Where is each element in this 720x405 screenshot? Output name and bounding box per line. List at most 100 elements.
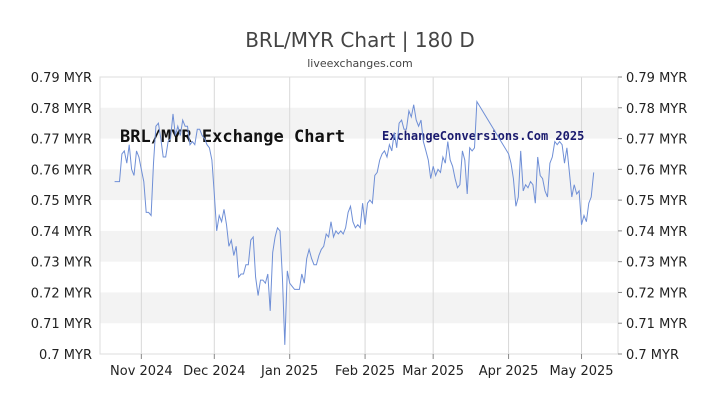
y-tick-label-right: 0.7 MYR (626, 348, 679, 363)
data-point (136, 150, 137, 151)
data-point (355, 227, 356, 228)
data-point (581, 224, 582, 225)
grid-band (100, 230, 618, 262)
data-point (386, 156, 387, 157)
data-point (277, 227, 278, 228)
grid-band (100, 292, 618, 324)
y-tick-label-left: 0.76 MYR (31, 163, 92, 178)
data-point (401, 120, 402, 121)
data-point (163, 156, 164, 157)
data-point (430, 178, 431, 179)
data-point (202, 135, 203, 136)
data-point (306, 258, 307, 259)
data-point (452, 166, 453, 167)
data-point (289, 283, 290, 284)
y-axis-left: 0.79 MYR 0.78 MYR 0.77 MYR 0.76 MYR 0.75 MYR… (31, 71, 92, 363)
data-point (265, 283, 266, 284)
data-point (360, 227, 361, 228)
data-point (223, 209, 224, 210)
data-point (513, 178, 514, 179)
data-point (583, 215, 584, 216)
data-point (382, 153, 383, 154)
data-point (467, 193, 468, 194)
data-point (155, 126, 156, 127)
data-point (425, 150, 426, 151)
data-point (357, 224, 358, 225)
data-point (292, 286, 293, 287)
data-point (464, 160, 465, 161)
y-tick-label-right: 0.74 MYR (626, 225, 687, 240)
data-point (301, 273, 302, 274)
data-point (170, 138, 171, 139)
data-point (326, 233, 327, 234)
y-tick-label-right: 0.76 MYR (626, 163, 687, 178)
data-point (296, 289, 297, 290)
data-point (559, 141, 560, 142)
data-point (126, 163, 127, 164)
data-point (279, 230, 280, 231)
data-point (119, 181, 120, 182)
data-point (552, 156, 553, 157)
data-point (309, 249, 310, 250)
data-point (530, 181, 531, 182)
data-point (330, 221, 331, 222)
data-point (233, 255, 234, 256)
y-tick-label-left: 0.79 MYR (31, 71, 92, 86)
data-point (287, 270, 288, 271)
data-point (255, 277, 256, 278)
data-point (168, 141, 169, 142)
data-point (508, 153, 509, 154)
data-point (216, 230, 217, 231)
data-point (586, 221, 587, 222)
data-point (437, 169, 438, 170)
data-point (146, 212, 147, 213)
data-point (316, 264, 317, 265)
y-tick-label-left: 0.73 MYR (31, 256, 92, 271)
data-point (593, 172, 594, 173)
data-point (272, 252, 273, 253)
data-point (457, 187, 458, 188)
data-point (399, 123, 400, 124)
data-point (340, 230, 341, 231)
data-point (413, 104, 414, 105)
data-point (591, 196, 592, 197)
data-point (394, 132, 395, 133)
data-point (406, 129, 407, 130)
data-point (194, 144, 195, 145)
data-point (423, 141, 424, 142)
data-point (313, 264, 314, 265)
data-point (245, 264, 246, 265)
data-point (343, 233, 344, 234)
data-point (262, 280, 263, 281)
data-point (267, 273, 268, 274)
data-point (214, 193, 215, 194)
data-point (476, 101, 477, 102)
data-point (574, 184, 575, 185)
data-point (338, 233, 339, 234)
data-point (206, 144, 207, 145)
data-point (566, 147, 567, 148)
data-point (369, 200, 370, 201)
y-tick-label-left: 0.72 MYR (31, 286, 92, 301)
data-point (520, 150, 521, 151)
data-point (197, 129, 198, 130)
data-point (209, 147, 210, 148)
data-point (418, 126, 419, 127)
data-point (153, 163, 154, 164)
data-point (175, 135, 176, 136)
x-tick-label: Feb 2025 (335, 364, 395, 379)
y-tick-label-right: 0.77 MYR (626, 133, 687, 148)
data-point (270, 310, 271, 311)
data-point (549, 163, 550, 164)
data-point (462, 150, 463, 151)
y-tick-label-right: 0.71 MYR (626, 317, 687, 332)
x-tick-label: Jan 2025 (260, 364, 318, 379)
y-tick-label-right: 0.73 MYR (626, 256, 687, 271)
data-point (384, 150, 385, 151)
y-tick-label-left: 0.71 MYR (31, 317, 92, 332)
data-point (180, 135, 181, 136)
y-tick-label-left: 0.75 MYR (31, 194, 92, 209)
data-point (335, 230, 336, 231)
data-point (374, 175, 375, 176)
data-point (442, 156, 443, 157)
